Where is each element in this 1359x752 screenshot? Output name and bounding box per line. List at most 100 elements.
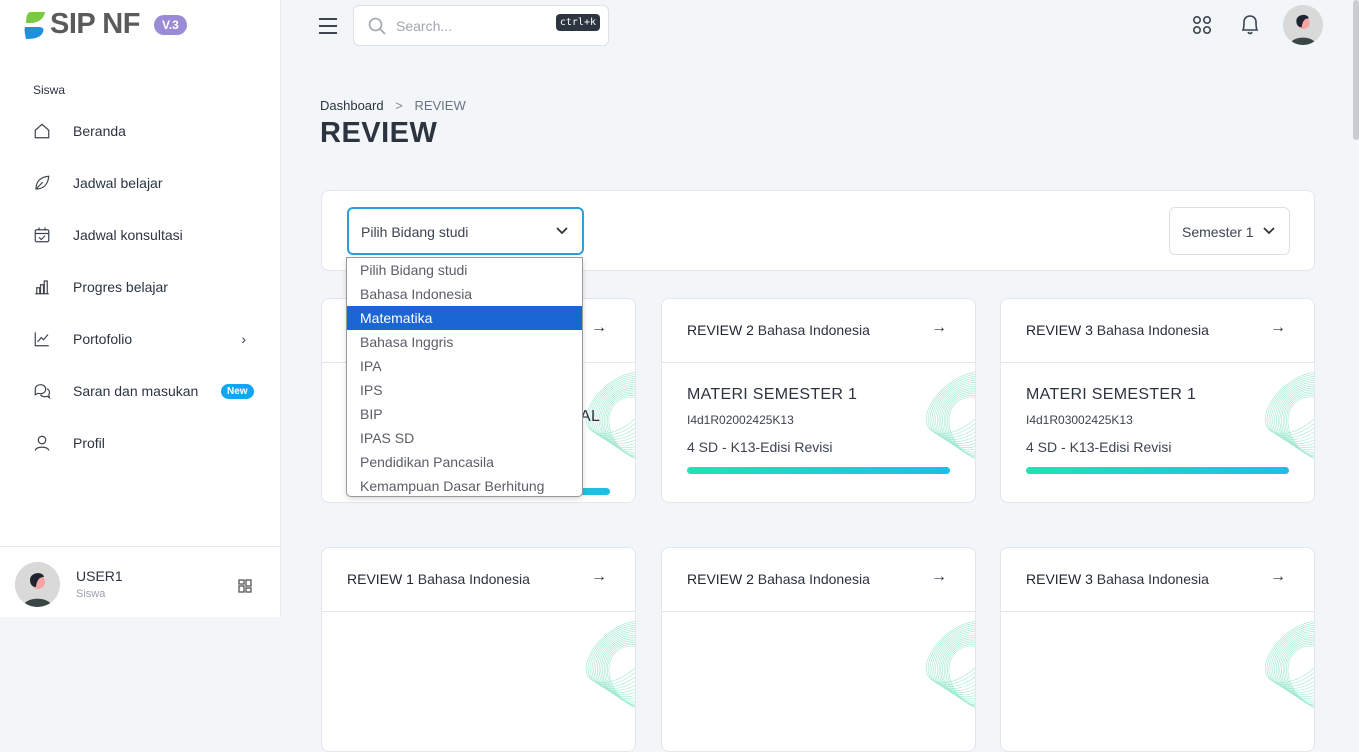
breadcrumb: Dashboard > REVIEW [320, 98, 466, 113]
option-matematika[interactable]: Matematika [347, 306, 582, 330]
arrow-right-icon[interactable]: → [591, 568, 607, 585]
user-role: Siswa [76, 588, 106, 600]
review-card[interactable]: REVIEW 3 Bahasa Indonesia → [1000, 547, 1315, 752]
option-ips[interactable]: IPS [360, 382, 383, 398]
sidebar-item-saran[interactable]: Saran dan masukan New [0, 365, 280, 417]
card-body [1001, 612, 1314, 711]
sidebar-item-progres-belajar[interactable]: Progres belajar [0, 261, 280, 313]
card-body [662, 612, 975, 711]
subject-label: Bahasa Indonesia [757, 322, 870, 338]
hamburger-menu-icon[interactable] [318, 17, 338, 35]
wave-pattern [585, 620, 635, 711]
review-card[interactable]: REVIEW 3 Bahasa Indonesia → MATERI SEMEST… [1000, 298, 1315, 503]
progress-bar [687, 467, 950, 474]
review-card[interactable]: REVIEW 2 Bahasa Indonesia → [661, 547, 976, 752]
sidebar-item-jadwal-belajar[interactable]: Jadwal belajar [0, 157, 280, 209]
line-chart-icon [34, 332, 49, 347]
option-bahasa-indonesia[interactable]: Bahasa Indonesia [360, 286, 473, 302]
card-body: MATERI SEMESTER 1 I4d1R03002425K13 4 SD - … [1001, 363, 1314, 497]
arrow-right-icon[interactable]: → [1270, 568, 1286, 585]
sidebar-item-beranda[interactable]: Beranda [0, 105, 280, 157]
progress-bar [1026, 467, 1289, 474]
subject-label: Bahasa Indonesia [757, 571, 870, 587]
home-icon [34, 123, 50, 139]
sidebar: SIP NF V.3 Siswa Beranda Jadwal belajar … [0, 0, 281, 617]
sidebar-item-portofolio[interactable]: Portofolio › [0, 313, 280, 365]
subject-select[interactable]: Pilih Bidang studi [347, 207, 584, 255]
review-label: REVIEW 2 [687, 571, 754, 587]
user-panel: USER1 Siswa [0, 546, 280, 617]
bar-chart-icon [35, 280, 49, 295]
card-header: REVIEW 2 Bahasa Indonesia → [662, 299, 975, 363]
version-badge: V.3 [153, 14, 187, 35]
option-pendidikan-pancasila[interactable]: Pendidikan Pancasila [360, 454, 494, 470]
review-label: REVIEW 3 [1026, 571, 1093, 587]
calendar-check-icon [34, 227, 50, 243]
card-header: REVIEW 3 Bahasa Indonesia → [1001, 548, 1314, 612]
search-input[interactable]: Search... ctrl+k [353, 5, 609, 46]
logo[interactable]: SIP NF V.3 [24, 8, 187, 41]
sidebar-item-label: Jadwal belajar [73, 175, 163, 191]
search-placeholder: Search... [396, 18, 453, 34]
avatar-person-icon [15, 562, 60, 607]
card-body [322, 612, 635, 711]
option-ipa[interactable]: IPA [360, 358, 382, 374]
wave-pattern [925, 371, 975, 462]
materi-title: MATERI SEMESTER 1 [1026, 386, 1197, 403]
semester-select-value: Semester 1 [1182, 224, 1254, 240]
switch-layout-icon[interactable] [238, 579, 252, 593]
card-header: REVIEW 1 Bahasa Indonesia → [322, 548, 635, 612]
materi-meta: 4 SD - K13-Edisi Revisi [1026, 439, 1172, 455]
new-badge: New [221, 383, 254, 399]
header-avatar[interactable] [1283, 5, 1323, 45]
sidebar-nav: Beranda Jadwal belajar Jadwal konsultasi… [0, 105, 280, 469]
sidebar-section-label: Siswa [33, 83, 66, 97]
app-name: SIP NF [50, 8, 140, 40]
card-header: REVIEW 2 Bahasa Indonesia → [662, 548, 975, 612]
option-ipas-sd[interactable]: IPAS SD [360, 430, 415, 446]
sidebar-item-label: Profil [73, 435, 105, 451]
avatar-person-icon [1283, 5, 1323, 45]
arrow-right-icon[interactable]: → [931, 568, 947, 585]
breadcrumb-separator: > [395, 98, 403, 113]
semester-select[interactable]: Semester 1 [1169, 207, 1290, 255]
arrow-right-icon[interactable]: → [1270, 319, 1286, 336]
review-label: REVIEW 1 [347, 571, 414, 587]
option-pilih[interactable]: Pilih Bidang studi [360, 262, 468, 278]
user-icon [34, 435, 50, 451]
review-card[interactable]: REVIEW 2 Bahasa Indonesia → MATERI SEMEST… [661, 298, 976, 503]
wave-pattern [1264, 620, 1314, 711]
wave-pattern [925, 620, 975, 711]
arrow-right-icon[interactable]: → [931, 319, 947, 336]
subject-label: Bahasa Indonesia [417, 571, 530, 587]
sidebar-item-profil[interactable]: Profil [0, 417, 280, 469]
option-kemampuan-dasar[interactable]: Kemampuan Dasar Berhitung [360, 478, 545, 494]
chevron-right-icon: › [241, 331, 246, 347]
review-label: REVIEW 2 [687, 322, 754, 338]
shortcut-badge: ctrl+k [555, 14, 600, 31]
arrow-right-icon[interactable]: → [591, 319, 607, 336]
wave-pattern [585, 371, 635, 462]
option-bip[interactable]: BIP [360, 406, 383, 422]
scrollbar[interactable] [1353, 0, 1359, 140]
sidebar-item-jadwal-konsultasi[interactable]: Jadwal konsultasi [0, 209, 280, 261]
breadcrumb-dashboard[interactable]: Dashboard [320, 98, 384, 113]
materi-title: AL [580, 408, 601, 425]
materi-code: I4d1R02002425K13 [687, 413, 794, 427]
sidebar-item-label: Portofolio [73, 331, 133, 347]
wave-pattern [1264, 371, 1314, 462]
materi-code: I4d1R03002425K13 [1026, 413, 1133, 427]
chevron-down-icon [1263, 227, 1275, 235]
sidebar-item-label: Jadwal konsultasi [73, 227, 183, 243]
apps-grid-icon[interactable] [1192, 15, 1212, 35]
subject-select-value: Pilih Bidang studi [361, 224, 469, 240]
subject-label: Bahasa Indonesia [1096, 571, 1209, 587]
bell-icon[interactable] [1239, 13, 1261, 35]
sidebar-item-label: Saran dan masukan [73, 383, 199, 399]
user-avatar[interactable] [15, 562, 60, 607]
option-bahasa-inggris[interactable]: Bahasa Inggris [360, 334, 454, 350]
review-label: REVIEW 3 [1026, 322, 1093, 338]
page-title: REVIEW [320, 117, 438, 149]
leaf-logo-icon [24, 11, 45, 39]
review-card[interactable]: REVIEW 1 Bahasa Indonesia → [321, 547, 636, 752]
